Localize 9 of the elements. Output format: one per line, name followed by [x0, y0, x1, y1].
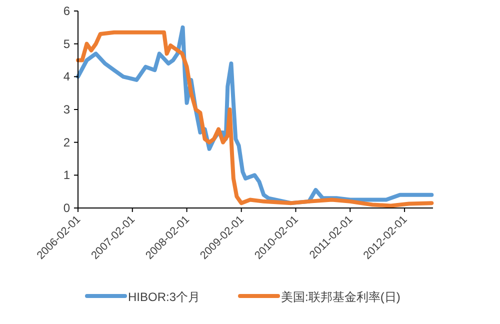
y-tick-label: 0: [63, 201, 70, 215]
y-tick-label: 5: [63, 36, 70, 51]
y-tick-label: 1: [63, 168, 70, 182]
y-tick-label: 2: [63, 135, 70, 150]
legend-label: 美国:联邦基金利率(日): [281, 290, 400, 304]
legend-label: HIBOR:3个月: [128, 290, 200, 304]
y-tick-label: 6: [63, 4, 70, 18]
y-tick-label: 3: [63, 102, 70, 116]
y-tick-label: 4: [63, 70, 70, 84]
